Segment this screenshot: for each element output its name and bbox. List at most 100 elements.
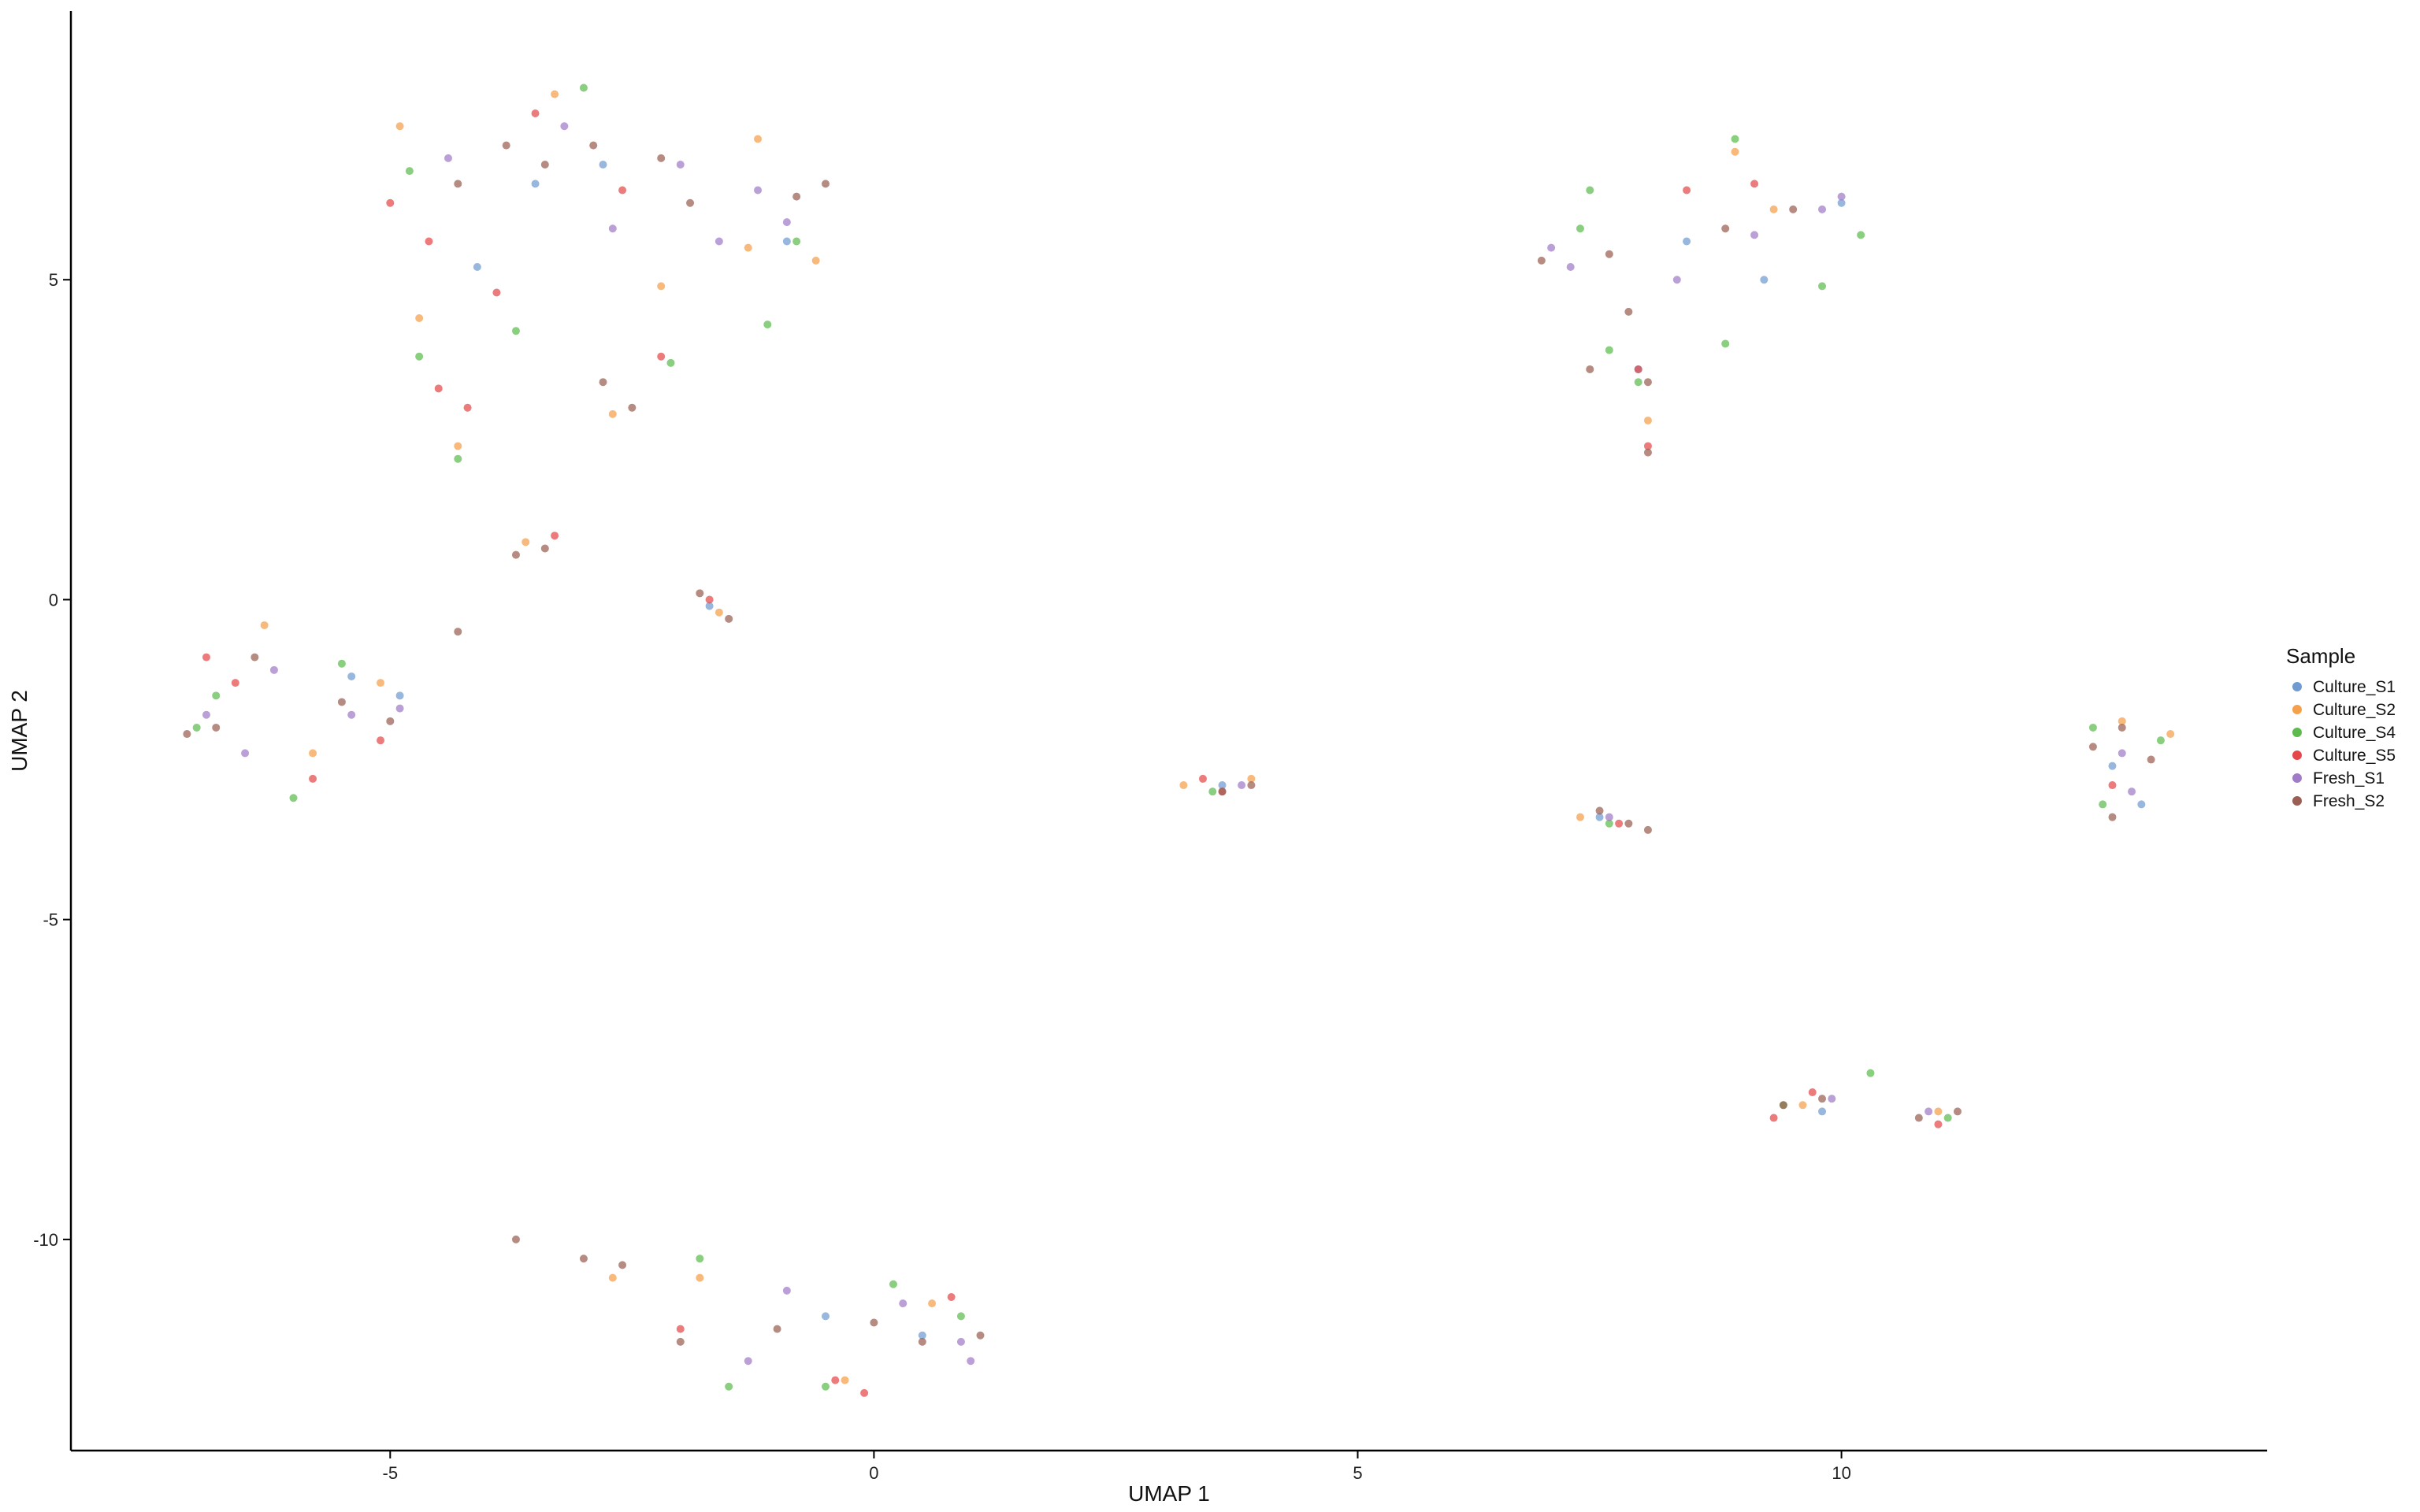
series-culture-s2: [261, 91, 2175, 1384]
point-culture-s2-10: [377, 679, 384, 687]
point-culture-s2-11: [309, 749, 317, 757]
point-fresh-s1-8: [347, 711, 355, 719]
point-fresh-s2-32: [1644, 826, 1652, 834]
point-fresh-s2-33: [2089, 743, 2097, 750]
point-culture-s1-2: [599, 161, 607, 169]
legend-title: Sample: [2286, 644, 2355, 668]
legend-key-culture-s2: [2292, 705, 2302, 714]
point-culture-s5-22: [677, 1325, 685, 1333]
scatter-points: [183, 83, 2174, 1396]
point-fresh-s1-15: [967, 1357, 974, 1365]
point-fresh-s2-13: [183, 730, 191, 738]
point-fresh-s2-44: [1789, 206, 1797, 213]
point-fresh-s1-17: [1238, 781, 1245, 789]
point-fresh-s2-8: [454, 180, 462, 187]
point-culture-s2-19: [1798, 1101, 1806, 1109]
point-culture-s4-24: [1866, 1069, 1874, 1077]
point-culture-s4-3: [512, 327, 520, 335]
point-fresh-s1-5: [715, 237, 723, 245]
x-tick-label: 10: [1832, 1463, 1850, 1483]
point-fresh-s2-24: [774, 1325, 781, 1333]
point-culture-s5-2: [464, 404, 472, 412]
point-culture-s4-14: [725, 1383, 733, 1391]
point-fresh-s2-18: [696, 589, 703, 597]
point-culture-s5-6: [532, 109, 540, 117]
point-fresh-s1-19: [2118, 749, 2126, 757]
point-culture-s1-14: [1760, 276, 1768, 284]
point-fresh-s2-26: [919, 1338, 926, 1346]
point-culture-s5-12: [551, 532, 559, 539]
point-culture-s5-20: [831, 1377, 839, 1384]
point-culture-s1-0: [532, 180, 540, 187]
point-fresh-s1-0: [444, 154, 452, 162]
point-culture-s5-0: [386, 199, 394, 207]
point-fresh-s1-20: [2128, 788, 2136, 795]
point-fresh-s1-6: [609, 224, 617, 232]
point-culture-s2-7: [609, 410, 617, 418]
point-culture-s2-16: [1576, 813, 1584, 821]
point-culture-s4-16: [957, 1312, 965, 1320]
legend-label-culture-s1: Culture_S1: [2313, 678, 2396, 696]
point-culture-s2-22: [928, 1299, 936, 1307]
point-culture-s2-23: [841, 1377, 849, 1384]
point-fresh-s1-3: [754, 186, 762, 194]
point-culture-s2-25: [1770, 206, 1778, 213]
point-culture-s4-17: [1208, 788, 1216, 795]
x-axis-ticks: -5 0 5 10: [383, 1451, 1851, 1483]
point-fresh-s1-14: [957, 1338, 965, 1346]
point-fresh-s2-17: [454, 628, 462, 636]
point-culture-s2-9: [261, 621, 269, 629]
point-culture-s2-14: [1179, 781, 1187, 789]
point-fresh-s2-43: [1721, 224, 1729, 232]
legend: Sample Culture_S1 Culture_S2 Culture_S4 Cul…: [2286, 644, 2396, 810]
point-culture-s4-11: [338, 660, 346, 668]
point-culture-s5-3: [435, 384, 443, 392]
point-fresh-s1-25: [1750, 231, 1758, 239]
point-culture-s5-8: [232, 679, 239, 687]
point-culture-s4-9: [289, 794, 297, 802]
series-fresh-s2: [183, 142, 2155, 1346]
point-culture-s4-27: [1731, 135, 1739, 143]
point-culture-s2-2: [415, 314, 423, 322]
point-culture-s4-6: [792, 237, 800, 245]
point-culture-s4-2: [415, 353, 423, 361]
point-culture-s2-21: [696, 1274, 703, 1282]
point-fresh-s2-15: [512, 551, 520, 559]
y-axis-title: UMAP 2: [7, 690, 32, 772]
point-culture-s4-25: [1586, 186, 1594, 194]
series-fresh-s1: [202, 122, 2136, 1365]
x-axis-title: UMAP 1: [1128, 1481, 1210, 1506]
point-fresh-s2-22: [618, 1261, 626, 1269]
point-culture-s4-28: [1818, 282, 1826, 290]
y-tick-label: 5: [49, 270, 58, 290]
point-fresh-s1-12: [783, 1287, 791, 1295]
point-culture-s5-24: [1683, 186, 1691, 194]
point-fresh-s2-0: [503, 142, 510, 150]
point-culture-s2-13: [715, 609, 723, 617]
point-culture-s5-7: [657, 353, 665, 361]
point-fresh-s2-47: [1644, 378, 1652, 386]
point-fresh-s2-11: [338, 698, 346, 706]
y-tick-label: 0: [49, 590, 58, 610]
series-culture-s4: [193, 83, 2165, 1390]
legend-key-culture-s5: [2292, 750, 2302, 760]
point-fresh-s2-40: [1954, 1107, 1962, 1115]
point-culture-s4-21: [2099, 800, 2106, 808]
point-culture-s4-31: [1635, 378, 1642, 386]
point-fresh-s1-27: [1838, 193, 1846, 201]
point-culture-s1-5: [396, 691, 404, 699]
point-culture-s4-12: [696, 1254, 703, 1262]
point-culture-s2-0: [396, 122, 404, 130]
point-fresh-s2-4: [822, 180, 830, 187]
point-culture-s2-26: [1644, 417, 1652, 424]
point-culture-s5-5: [618, 186, 626, 194]
point-fresh-s2-28: [1219, 788, 1227, 795]
point-fresh-s2-46: [1644, 449, 1652, 457]
point-fresh-s1-24: [1673, 276, 1681, 284]
point-fresh-s1-1: [560, 122, 568, 130]
point-fresh-s1-23: [1547, 244, 1555, 252]
point-fresh-s2-38: [1818, 1095, 1826, 1102]
point-fresh-s1-9: [241, 749, 249, 757]
point-culture-s5-4: [492, 288, 500, 296]
x-tick-label: 5: [1353, 1463, 1362, 1483]
